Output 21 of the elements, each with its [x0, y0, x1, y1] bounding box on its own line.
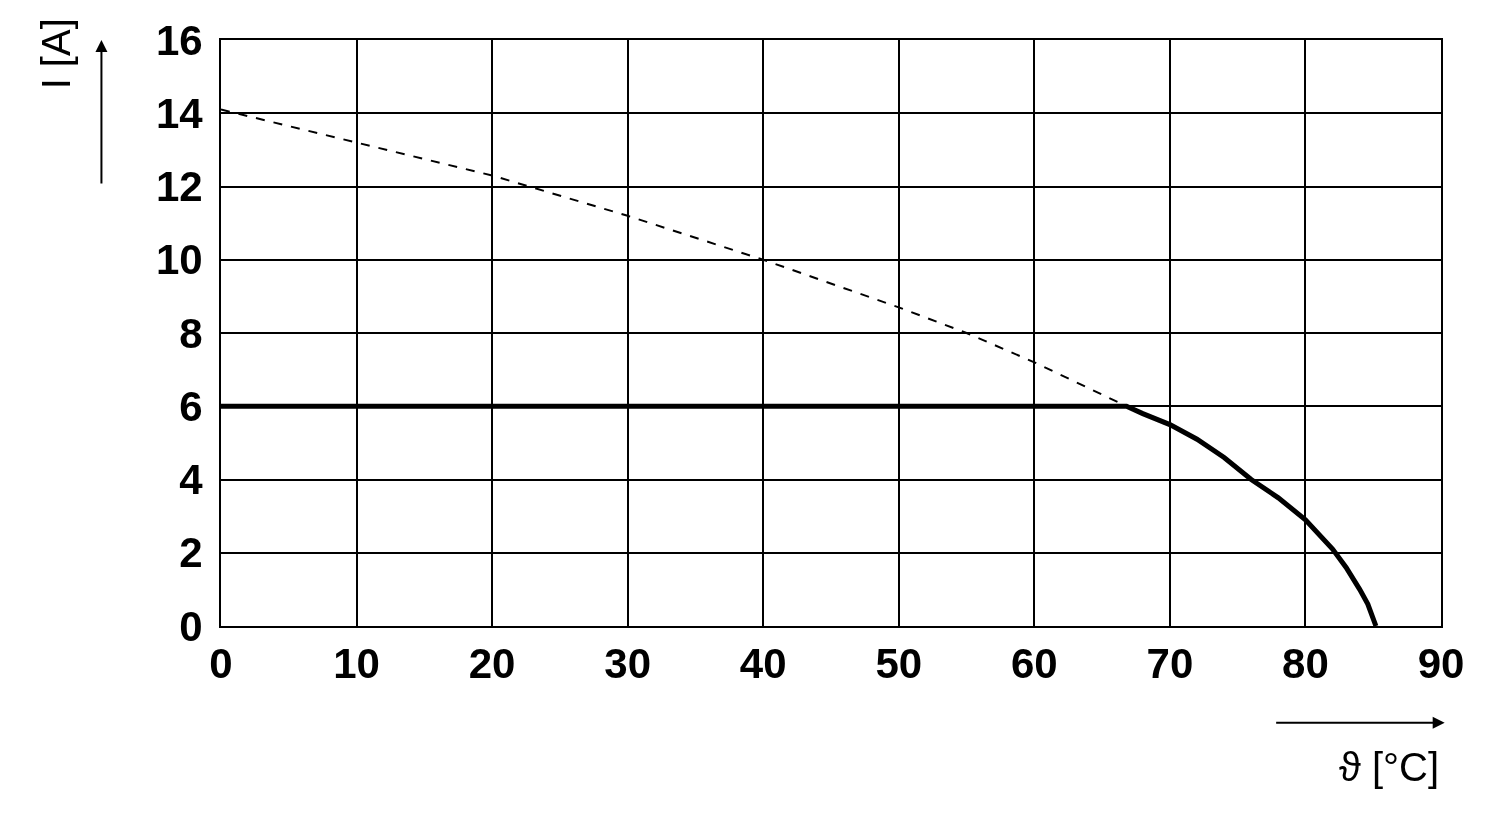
x-tick-label: 70	[1146, 640, 1194, 688]
x-tick-label: 20	[468, 640, 516, 688]
y-tick-label: 14	[155, 89, 204, 137]
x-tick-label: 0	[209, 640, 233, 688]
x-axis-title: ϑ [°C]	[1339, 745, 1440, 789]
y-axis-title: I [A]	[34, 18, 79, 90]
y-tick-label: 0	[179, 602, 203, 650]
x-tick-label: 80	[1282, 640, 1329, 688]
x-tick-label: 10	[333, 640, 380, 688]
x-tick-label: 90	[1417, 640, 1465, 688]
y-tick-label: 2	[179, 529, 203, 577]
y-tick-label: 16	[155, 16, 203, 64]
y-tick-label: 10	[155, 236, 203, 284]
x-tick-label: 30	[604, 640, 652, 688]
x-tick-label: 60	[1010, 640, 1058, 688]
y-tick-label: 8	[179, 309, 203, 357]
y-tick-label: 12	[155, 163, 203, 211]
x-tick-label: 50	[875, 640, 923, 688]
y-tick-label: 4	[179, 456, 204, 504]
x-tick-label: 40	[739, 640, 787, 688]
y-tick-label: 6	[179, 382, 203, 430]
